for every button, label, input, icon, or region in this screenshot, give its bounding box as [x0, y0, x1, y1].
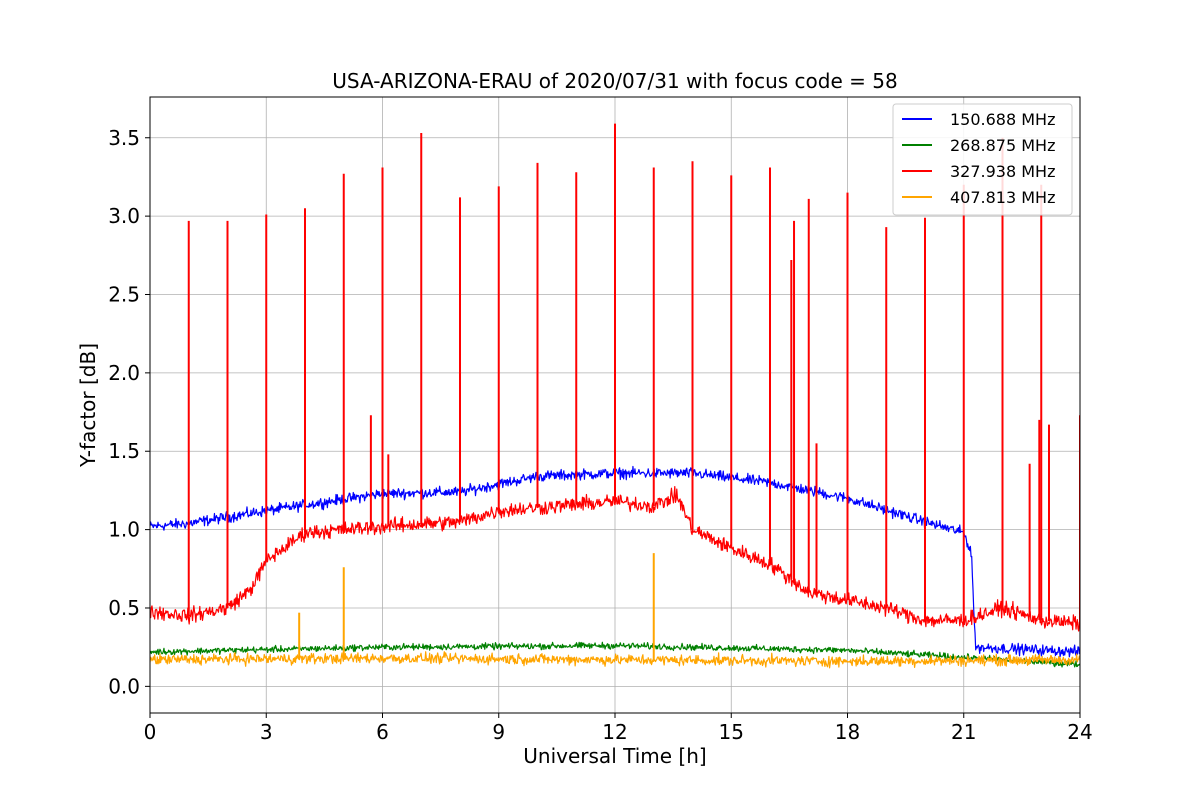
- series-trace: [150, 641, 1080, 668]
- y-tick-label: 0.0: [108, 674, 140, 698]
- legend-label: 150.688 MHz: [950, 110, 1055, 129]
- x-axis-label: Universal Time [h]: [523, 744, 706, 768]
- legend-box: [892, 103, 1073, 216]
- x-tick-label: 3: [260, 720, 273, 744]
- y-tick-label: 3.5: [108, 126, 140, 150]
- y-tick-label: 1.5: [108, 439, 140, 463]
- legend-label: 268.875 MHz: [950, 136, 1055, 155]
- y-axis-label: Y-factor [dB]: [76, 343, 100, 468]
- series-layer: [150, 123, 1080, 669]
- y-tick-label: 3.0: [108, 204, 140, 228]
- y-axis-ticks: 0.0 0.5 1.0 1.5 2.0 2.5 3.0 3.5: [108, 126, 150, 698]
- y-tick-label: 0.5: [108, 596, 140, 620]
- x-axis-ticks: 0 3 6 9 12 15 18 21 24: [144, 713, 1093, 744]
- legend-label: 407.813 MHz: [950, 188, 1055, 207]
- series-327-938-mhz: [150, 123, 1080, 632]
- series-268-875-mhz: [150, 641, 1080, 668]
- legend: 150.688 MHz 268.875 MHz 327.938 MHz 407.813…: [892, 103, 1073, 216]
- chart-title: USA-ARIZONA-ERAU of 2020/07/31 with focu…: [332, 69, 897, 93]
- x-tick-label: 9: [492, 720, 505, 744]
- y-tick-label: 2.5: [108, 282, 140, 306]
- x-tick-label: 15: [719, 720, 744, 744]
- x-tick-label: 18: [835, 720, 860, 744]
- series-407-813-mhz: [150, 553, 1080, 669]
- x-tick-label: 0: [144, 720, 157, 744]
- legend-label: 327.938 MHz: [950, 162, 1055, 181]
- x-tick-label: 21: [951, 720, 976, 744]
- x-tick-label: 24: [1067, 720, 1092, 744]
- x-tick-label: 12: [602, 720, 627, 744]
- y-tick-label: 1.0: [108, 518, 140, 542]
- y-tick-label: 2.0: [108, 361, 140, 385]
- series-trace: [150, 651, 1080, 669]
- x-tick-label: 6: [376, 720, 389, 744]
- legend-entries: 150.688 MHz 268.875 MHz 327.938 MHz 407.813…: [902, 110, 1055, 207]
